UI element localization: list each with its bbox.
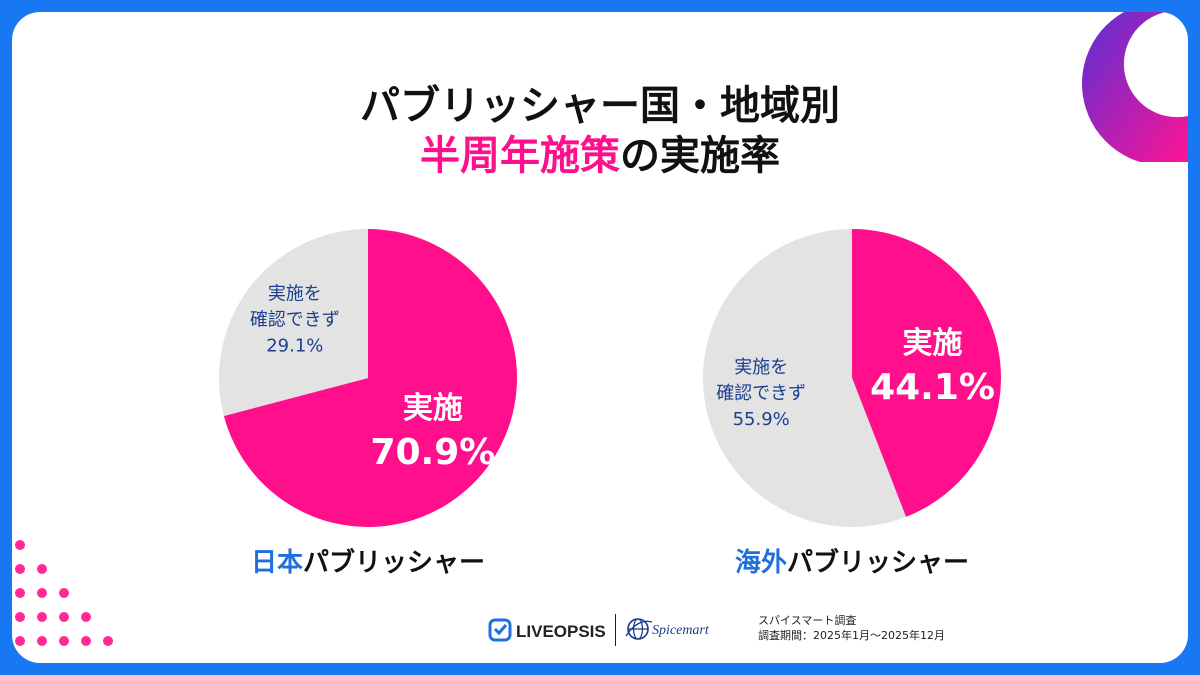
decor-dot	[59, 612, 69, 622]
pie-slice-implemented	[852, 229, 1001, 517]
slice-label-implemented: 実施	[403, 391, 463, 426]
liveopsis-logo-text: LIVEOPSIS	[516, 622, 606, 641]
slice-value-not-confirmed: 29.1%	[266, 336, 323, 357]
decor-dot	[81, 636, 91, 646]
pie-label-japan-suffix: パブリッシャー	[303, 548, 486, 578]
decor-dot	[15, 564, 25, 574]
slice-value-implemented: 70.9%	[370, 432, 495, 473]
pie-label-japan: 日本パブリッシャー	[168, 542, 568, 579]
decor-dot	[15, 588, 25, 598]
pie-slice-not-confirmed	[218, 229, 368, 416]
decor-dot	[15, 636, 25, 646]
survey-period: 調査期間：2025年1月〜2025年12月	[758, 629, 945, 642]
chart-title-line1: パブリッシャー国・地域別	[360, 83, 840, 129]
corner-ring-decoration	[1082, 12, 1188, 162]
liveopsis-logo: LIVEOPSIS	[488, 618, 606, 642]
pie-label-japan-prefix: 日本	[250, 548, 303, 578]
decor-dot	[15, 612, 25, 622]
chart-title-line2: 半周年施策の実施率	[12, 132, 1188, 180]
slice-label-not-confirmed: 確認できず	[716, 383, 806, 404]
title-accent: 半周年施策	[420, 133, 620, 179]
slice-value-implemented: 44.1%	[870, 367, 995, 408]
decor-dot	[37, 612, 47, 622]
logo-separator	[615, 614, 616, 646]
spicemart-logo: Spicemart	[625, 618, 710, 640]
decor-dot	[103, 636, 113, 646]
decor-dot	[37, 636, 47, 646]
slice-label-not-confirmed: 実施を	[734, 357, 788, 378]
survey-source: スパイスマート調査	[758, 614, 857, 627]
pie-label-overseas-prefix: 海外	[734, 548, 787, 578]
decor-dot	[81, 612, 91, 622]
slice-label-implemented: 実施	[903, 326, 963, 361]
slide-card: パブリッシャー国・地域別 半周年施策の実施率 実施 70.9% 実施を 確認できず 29…	[12, 12, 1188, 663]
spicemart-logo-text: Spicemart	[652, 623, 710, 638]
decor-dot	[59, 588, 69, 598]
decor-dot	[15, 540, 25, 550]
title-rest: の実施率	[620, 133, 780, 179]
survey-info: スパイスマート調査 調査期間：2025年1月〜2025年12月	[758, 613, 945, 643]
decor-dot	[59, 636, 69, 646]
slice-value-not-confirmed: 55.9%	[733, 409, 790, 430]
slice-label-not-confirmed: 確認できず	[250, 310, 340, 331]
pie-label-overseas: 海外パブリッシャー	[652, 542, 1052, 579]
decor-dot	[37, 588, 47, 598]
pie-label-overseas-suffix: パブリッシャー	[787, 548, 970, 578]
slice-label-not-confirmed: 実施を	[268, 284, 322, 305]
decor-dot	[37, 564, 47, 574]
pie-slice-implemented	[223, 229, 517, 527]
pie-slice-not-confirmed	[703, 229, 906, 527]
dots-decoration	[15, 540, 113, 646]
